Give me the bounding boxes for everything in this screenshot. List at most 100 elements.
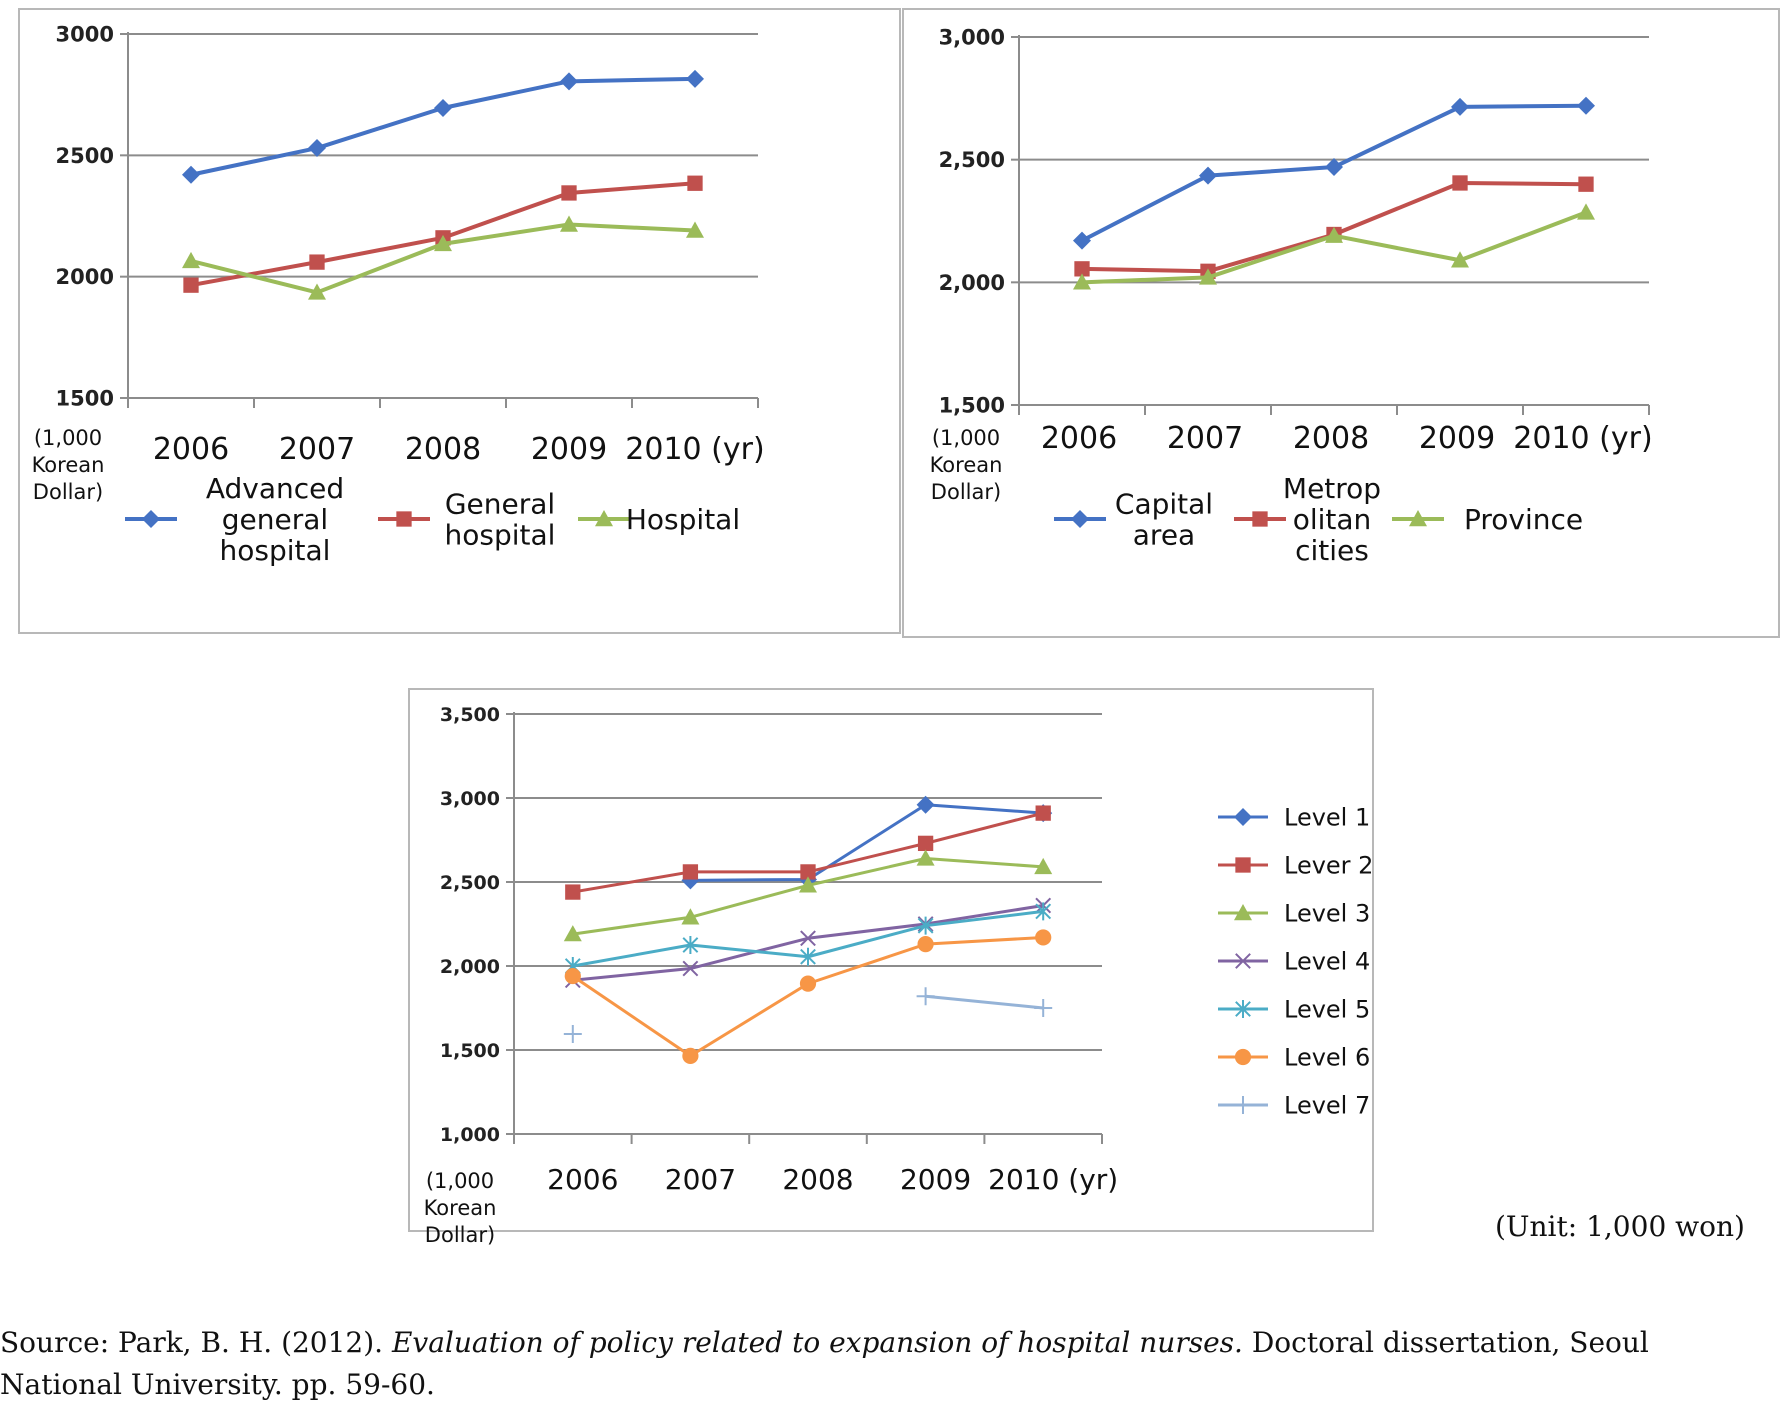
chart-level: 1,000 1,500 2,000 2,500 3,000 3,500 2006 2007 20… — [408, 688, 1374, 1247]
legend-label: Hospital — [626, 503, 740, 536]
legend-marker — [1235, 857, 1251, 873]
data-point — [565, 884, 581, 900]
x-category-label: 2009 — [1419, 421, 1495, 456]
unit-note: (Unit: 1,000 won) — [1495, 1210, 1745, 1243]
data-point — [560, 215, 578, 232]
data-point — [1034, 857, 1053, 875]
legend-label: Level 1 — [1284, 804, 1370, 832]
chart3-axes — [506, 712, 1103, 1144]
legend-entry: Hospital — [578, 503, 740, 536]
x-category-label: 2009 — [900, 1163, 971, 1196]
y-tick-label: 1,500 — [939, 394, 1005, 418]
series-level-3 — [563, 849, 1053, 942]
data-point — [563, 1025, 582, 1044]
x-category-label: 2008 — [782, 1163, 853, 1196]
legend-marker — [142, 510, 160, 528]
legend-marker — [1409, 510, 1427, 527]
legend-label: hospital — [220, 534, 331, 567]
x-category-label: 2008 — [405, 432, 481, 467]
data-point — [800, 930, 816, 947]
legend-marker — [1234, 1096, 1252, 1114]
legend-entry: Level 1 — [1218, 804, 1370, 832]
legend-label: hospital — [445, 519, 556, 552]
data-point — [916, 849, 935, 866]
source-prefix: Source: Park, B. H. (2012). — [0, 1326, 392, 1359]
legend-label: Level 3 — [1284, 900, 1370, 928]
chart-hospital-type: 1500 2000 2500 3000 2006 2007 2008 2009 2010 (yr… — [18, 8, 901, 634]
data-point — [916, 987, 935, 1006]
legend-label: Capital — [1115, 488, 1213, 521]
data-point — [917, 916, 934, 935]
legend-entry: Level 6 — [1218, 1044, 1370, 1072]
data-point — [1578, 176, 1594, 192]
y-tick-label: 2,500 — [440, 872, 500, 894]
x-category-label: 2010 (yr) — [988, 1163, 1118, 1196]
x-category-label: 2006 — [547, 1163, 618, 1196]
y-unit-label: Dollar) — [425, 1223, 495, 1247]
legend-entry: Province — [1392, 503, 1583, 536]
chart1-axes — [120, 32, 759, 408]
legend-marker — [1235, 1000, 1251, 1018]
data-point — [1577, 96, 1595, 115]
y-unit-label: Korean — [424, 1196, 497, 1220]
data-point — [799, 876, 817, 893]
chart-level-svg: 1,000 1,500 2,000 2,500 3,000 3,500 2006 2007 20… — [424, 704, 1374, 1247]
x-category-label: 2007 — [665, 1163, 736, 1196]
legend-entry: Level 4 — [1218, 948, 1370, 976]
y-tick-label: 2,000 — [440, 956, 500, 978]
data-point — [561, 185, 577, 201]
legend-label: olitan — [1293, 503, 1372, 536]
series-line — [690, 803, 1044, 882]
chart-region: 1,500 2,000 2,500 3,000 2006 2007 2008 2009 2010… — [902, 8, 1780, 638]
legend-marker — [1252, 511, 1268, 527]
series-advanced-general-hospital — [182, 69, 704, 184]
y-tick-label: 2500 — [56, 144, 114, 168]
data-point — [800, 864, 816, 880]
series-hospital — [182, 215, 704, 300]
data-point — [308, 283, 326, 300]
series-level-1 — [681, 795, 1053, 890]
legend-label: Level 4 — [1284, 948, 1370, 976]
data-point — [1035, 929, 1052, 946]
data-point — [183, 277, 199, 293]
legend-marker — [1234, 904, 1252, 921]
chart3-axis-labels: 1,000 1,500 2,000 2,500 3,000 3,500 2006 2007 20… — [424, 704, 1119, 1247]
y-unit-label: Korean — [32, 453, 105, 477]
x-category-label: 2006 — [153, 432, 229, 467]
chart3-gridlines — [514, 713, 1102, 1051]
legend-marker — [396, 511, 412, 527]
chart-hospital-type-svg: 1500 2000 2500 3000 2006 2007 2008 2009 2010 (yr… — [32, 23, 765, 568]
data-point — [686, 221, 704, 238]
legend-label: area — [1133, 519, 1195, 552]
y-tick-label: 1500 — [56, 387, 114, 411]
y-tick-label: 3,500 — [440, 704, 500, 726]
legend-label: Level 6 — [1284, 1044, 1370, 1072]
data-point — [917, 936, 934, 953]
data-point — [564, 967, 581, 985]
data-point — [1035, 902, 1052, 921]
data-point — [682, 960, 699, 977]
data-point — [1199, 166, 1217, 185]
data-point — [1074, 261, 1090, 277]
data-point — [1577, 203, 1595, 220]
data-point — [182, 165, 200, 184]
data-point — [563, 925, 582, 942]
data-point — [681, 908, 700, 925]
data-point — [182, 251, 200, 269]
data-point — [560, 72, 578, 91]
x-category-label: 2010 (yr) — [1513, 421, 1652, 456]
legend-label: general — [222, 503, 328, 536]
series-level-7 — [563, 987, 1053, 1044]
legend-entry: Level 7 — [1218, 1092, 1370, 1120]
series-level-6 — [564, 929, 1052, 1064]
legend-label: General — [445, 488, 555, 521]
x-category-label: 2010 (yr) — [625, 432, 764, 467]
legend-entry: Level 5 — [1218, 996, 1370, 1024]
chart2-axes — [1011, 35, 1650, 415]
data-point — [682, 936, 699, 954]
series-province — [1073, 203, 1595, 290]
x-category-label: 2007 — [279, 432, 355, 467]
